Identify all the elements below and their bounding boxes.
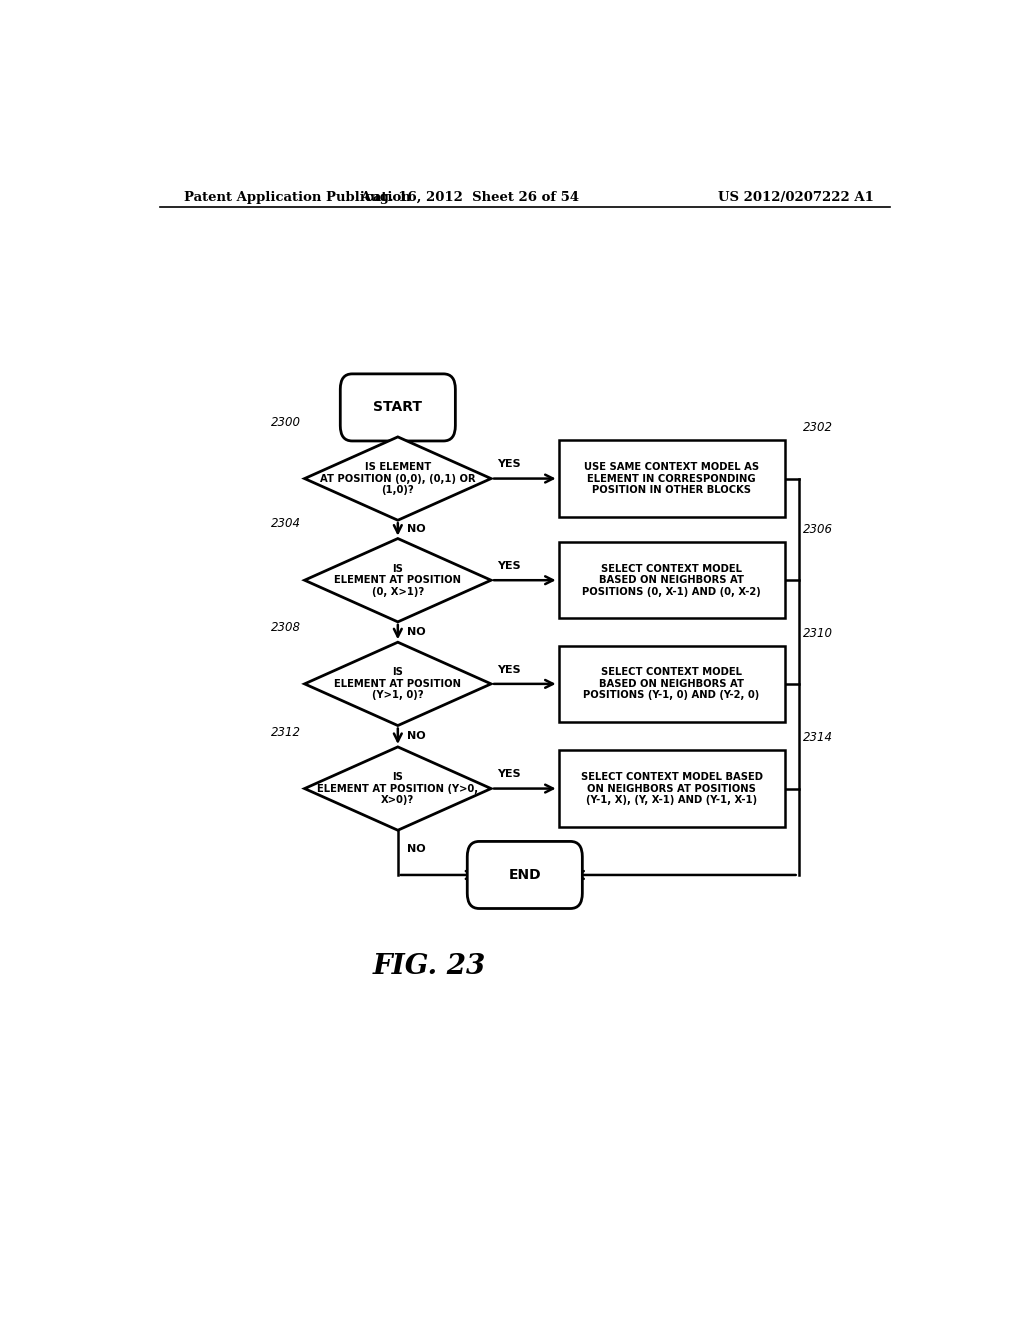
Text: FIG. 23: FIG. 23	[373, 953, 486, 979]
Text: Aug. 16, 2012  Sheet 26 of 54: Aug. 16, 2012 Sheet 26 of 54	[359, 190, 579, 203]
Text: YES: YES	[498, 561, 521, 572]
Text: 2312: 2312	[270, 726, 301, 739]
Text: 2300: 2300	[270, 416, 301, 429]
Text: SELECT CONTEXT MODEL
BASED ON NEIGHBORS AT
POSITIONS (Y-1, 0) AND (Y-2, 0): SELECT CONTEXT MODEL BASED ON NEIGHBORS …	[584, 668, 760, 701]
Text: YES: YES	[498, 770, 521, 779]
Polygon shape	[304, 539, 492, 622]
FancyBboxPatch shape	[467, 841, 583, 908]
Text: IS
ELEMENT AT POSITION (Y>0,
X>0)?: IS ELEMENT AT POSITION (Y>0, X>0)?	[317, 772, 478, 805]
Text: IS
ELEMENT AT POSITION
(0, X>1)?: IS ELEMENT AT POSITION (0, X>1)?	[334, 564, 462, 597]
Text: Patent Application Publication: Patent Application Publication	[183, 190, 411, 203]
FancyBboxPatch shape	[558, 751, 784, 826]
FancyBboxPatch shape	[558, 441, 784, 516]
Text: NO: NO	[408, 524, 426, 535]
Text: END: END	[509, 869, 541, 882]
Text: NO: NO	[408, 731, 426, 742]
Text: NO: NO	[408, 627, 426, 638]
FancyBboxPatch shape	[558, 543, 784, 618]
Text: 2306: 2306	[803, 523, 833, 536]
Text: NO: NO	[408, 843, 426, 854]
Text: YES: YES	[498, 459, 521, 470]
FancyBboxPatch shape	[340, 374, 456, 441]
Text: 2302: 2302	[803, 421, 833, 434]
Text: 2314: 2314	[803, 731, 833, 744]
Text: YES: YES	[498, 665, 521, 675]
Text: 2304: 2304	[270, 517, 301, 531]
Text: IS
ELEMENT AT POSITION
(Y>1, 0)?: IS ELEMENT AT POSITION (Y>1, 0)?	[334, 668, 462, 701]
Polygon shape	[304, 643, 492, 726]
Polygon shape	[304, 437, 492, 520]
Text: US 2012/0207222 A1: US 2012/0207222 A1	[718, 190, 873, 203]
Text: USE SAME CONTEXT MODEL AS
ELEMENT IN CORRESPONDING
POSITION IN OTHER BLOCKS: USE SAME CONTEXT MODEL AS ELEMENT IN COR…	[584, 462, 759, 495]
Polygon shape	[304, 747, 492, 830]
Text: 2308: 2308	[270, 622, 301, 634]
Text: 2310: 2310	[803, 627, 833, 640]
Text: IS ELEMENT
AT POSITION (0,0), (0,1) OR
(1,0)?: IS ELEMENT AT POSITION (0,0), (0,1) OR (…	[321, 462, 475, 495]
Text: SELECT CONTEXT MODEL
BASED ON NEIGHBORS AT
POSITIONS (0, X-1) AND (0, X-2): SELECT CONTEXT MODEL BASED ON NEIGHBORS …	[583, 564, 761, 597]
Text: SELECT CONTEXT MODEL BASED
ON NEIGHBORS AT POSITIONS
(Y-1, X), (Y, X-1) AND (Y-1: SELECT CONTEXT MODEL BASED ON NEIGHBORS …	[581, 772, 763, 805]
FancyBboxPatch shape	[558, 645, 784, 722]
Text: START: START	[374, 400, 422, 414]
